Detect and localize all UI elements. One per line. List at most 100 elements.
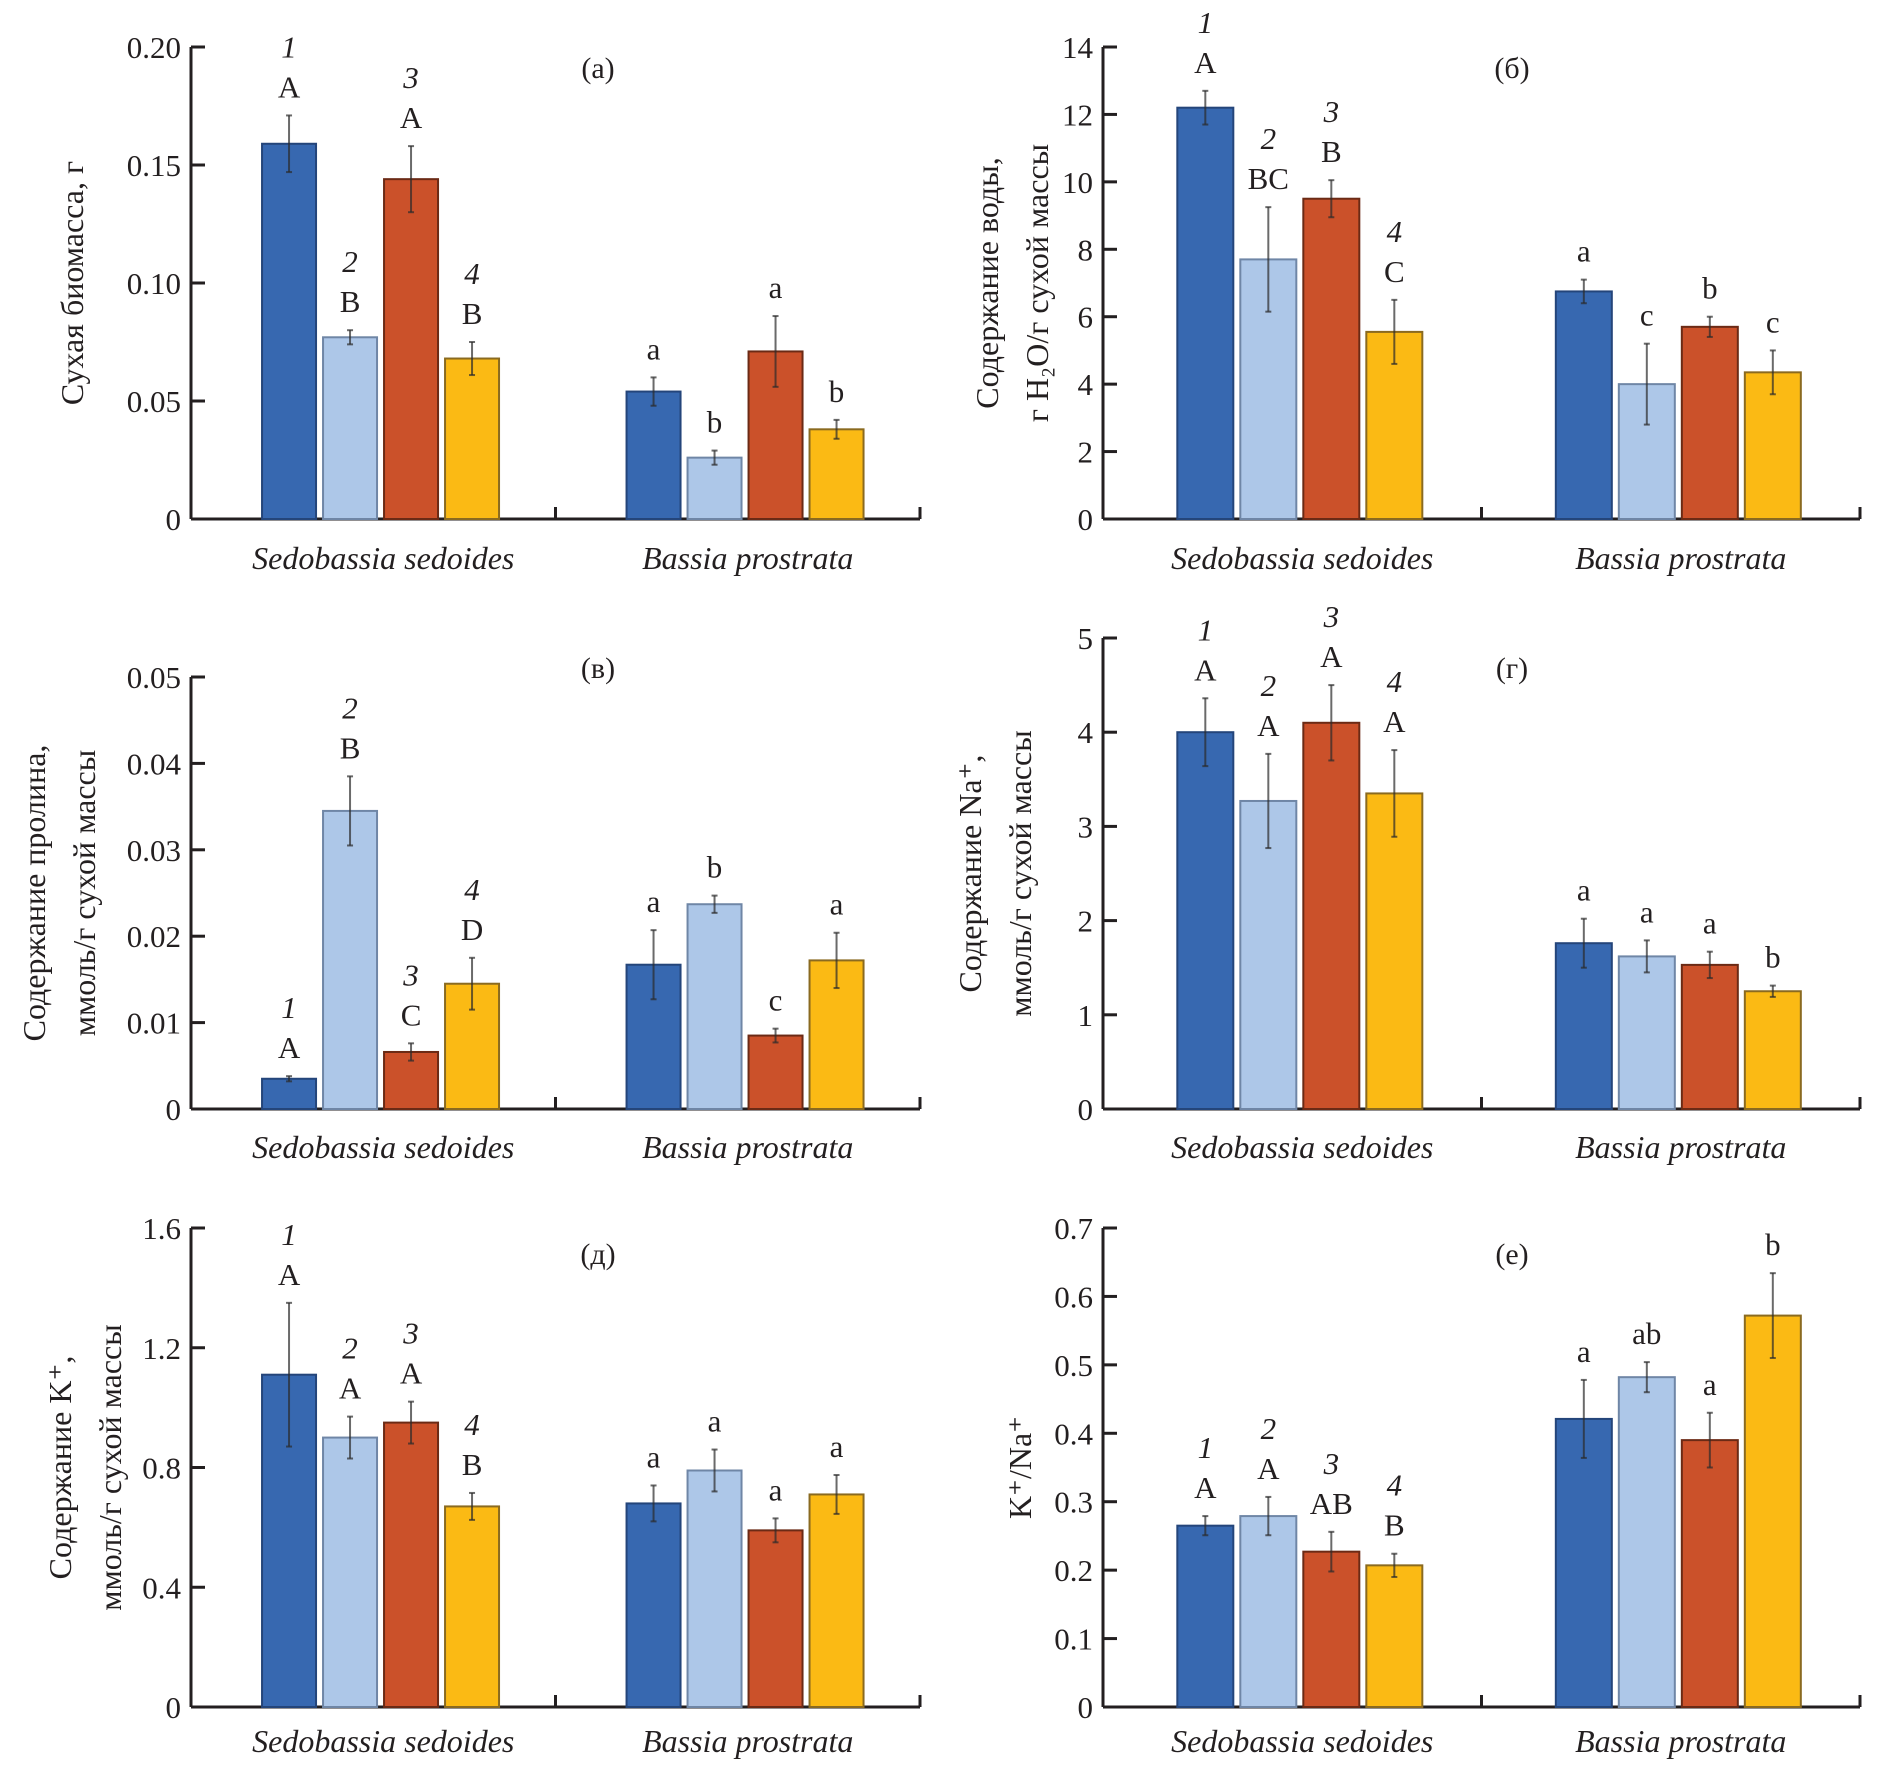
x-category-label: Bassia prostrata: [1575, 1723, 1786, 1759]
significance-label: C: [1384, 254, 1405, 289]
x-category-label: Sedobassia sedoides: [1171, 1129, 1433, 1165]
significance-label: A: [1194, 652, 1217, 687]
bar-series-4: [1365, 1564, 1424, 1709]
significance-label: b: [829, 374, 845, 409]
bar-series-2: [686, 903, 743, 1110]
significance-label: a: [1703, 906, 1717, 941]
series-number-label: 1: [281, 29, 297, 64]
series-number-label: 2: [342, 690, 358, 725]
significance-label: a: [830, 1429, 844, 1464]
bar-series-2: [322, 1436, 379, 1708]
y-tick-label: 12: [1062, 97, 1093, 132]
y-tick-label: 1.2: [142, 1331, 181, 1366]
significance-label: a: [708, 1404, 722, 1439]
y-axis-title: Содержание воды,: [969, 157, 1005, 408]
series-number-label: 3: [1323, 1446, 1340, 1481]
significance-label: A: [400, 100, 423, 135]
x-category-label: Bassia prostrata: [1575, 540, 1786, 576]
bar-series-3: [747, 1034, 804, 1111]
chart-panel-e: 0 0.1 0.2 0.3 0.4 0.5 0.6 0.7 K⁺/Na⁺ (е) Sedobassi…: [1002, 1211, 1862, 1759]
significance-label: a: [647, 884, 661, 919]
series-number-label: 3: [1323, 599, 1340, 634]
series-number-label: 2: [1261, 1411, 1277, 1446]
significance-label: A: [278, 1257, 301, 1292]
significance-label: a: [1577, 1334, 1591, 1369]
significance-label: A: [1320, 639, 1343, 674]
panel-label: (д): [580, 1238, 615, 1271]
significance-label: B: [462, 1447, 483, 1482]
bar-series-1: [261, 142, 318, 520]
y-tick-label: 0.7: [1054, 1211, 1093, 1246]
y-tick-label: 8: [1078, 232, 1094, 267]
significance-label: D: [461, 912, 483, 947]
chart-panel-a: 0 0.05 0.10 0.15 0.20 Сухая биомасса, г (а) Sed…: [54, 29, 922, 576]
y-axis-title: Содержание K⁺,: [42, 1356, 78, 1580]
bar-series-4: [444, 1505, 501, 1708]
y-tick-label: 10: [1062, 165, 1093, 200]
significance-label: b: [1702, 271, 1718, 306]
panel-label: (е): [1495, 1238, 1528, 1271]
y-axis-title: ммоль/г сухой массы: [92, 1324, 128, 1610]
significance-label: B: [1321, 134, 1342, 169]
significance-label: a: [769, 1472, 783, 1507]
bar-series-1: [1176, 731, 1235, 1110]
series-number-label: 1: [1198, 612, 1214, 647]
bar-series-2: [1239, 1515, 1298, 1708]
bar-series-3: [383, 178, 440, 520]
y-axis-title: ммоль/г сухой массы: [1002, 730, 1038, 1016]
series-number-label: 4: [1387, 1468, 1403, 1503]
significance-label: a: [769, 270, 783, 305]
bar-series-3: [747, 1529, 804, 1709]
y-tick-label: 6: [1078, 300, 1094, 335]
bar-series-4: [808, 428, 865, 521]
series-number-label: 2: [342, 1331, 358, 1366]
y-tick-label: 0.05: [127, 384, 181, 419]
significance-label: A: [1257, 1451, 1280, 1486]
significance-label: A: [1383, 704, 1406, 739]
y-tick-label: 0: [1078, 1092, 1094, 1127]
bar-series-1: [1554, 290, 1613, 520]
bar-series-3: [1680, 325, 1739, 521]
bar-series-1: [625, 390, 682, 520]
bar-series-1: [1554, 1417, 1613, 1709]
y-axis-title: K⁺/Na⁺: [1002, 1416, 1038, 1519]
y-tick-label: 0.8: [142, 1451, 181, 1486]
significance-label: c: [769, 983, 783, 1018]
bar-series-4: [1743, 371, 1802, 521]
x-category-label: Sedobassia sedoides: [1171, 540, 1433, 576]
significance-label: c: [1766, 304, 1780, 339]
y-tick-label: 0.4: [142, 1570, 181, 1605]
y-tick-label: 4: [1078, 715, 1094, 750]
significance-label: C: [401, 997, 422, 1032]
series-number-label: 4: [464, 1407, 480, 1442]
bar-series-4: [444, 357, 501, 520]
bar-series-3: [383, 1050, 440, 1110]
bar-series-4: [808, 1493, 865, 1708]
bar-series-1: [1176, 106, 1235, 521]
x-category-label: Bassia prostrata: [642, 1129, 853, 1165]
y-axis-title: Сухая биомасса, г: [54, 161, 90, 405]
significance-label: b: [707, 850, 723, 885]
bar-series-3: [1302, 1550, 1361, 1708]
bar-series-3: [1302, 197, 1361, 520]
series-number-label: 1: [1198, 1430, 1214, 1465]
y-tick-label: 5: [1078, 621, 1094, 656]
y-tick-label: 0.3: [1054, 1485, 1093, 1520]
series-number-label: 1: [281, 1217, 297, 1252]
chart-panel-g: 0 1 2 3 4 5 Содержание Na⁺, ммоль/г сухой массы…: [952, 599, 1862, 1165]
significance-label: a: [1577, 234, 1591, 269]
panel-label: (б): [1494, 52, 1529, 85]
significance-label: A: [1194, 1470, 1217, 1505]
y-axis-title: ммоль/г сухой массы: [66, 750, 102, 1036]
series-number-label: 3: [402, 60, 419, 95]
significance-label: AB: [1310, 1486, 1353, 1521]
significance-label: a: [1640, 894, 1654, 929]
y-tick-label: 2: [1078, 435, 1094, 470]
significance-label: a: [830, 887, 844, 922]
y-tick-label: 0.02: [127, 919, 181, 954]
bar-series-1: [261, 1077, 318, 1111]
significance-label: a: [1703, 1367, 1717, 1402]
y-tick-label: 0: [1078, 502, 1094, 537]
y-tick-label: 0.15: [127, 148, 181, 183]
